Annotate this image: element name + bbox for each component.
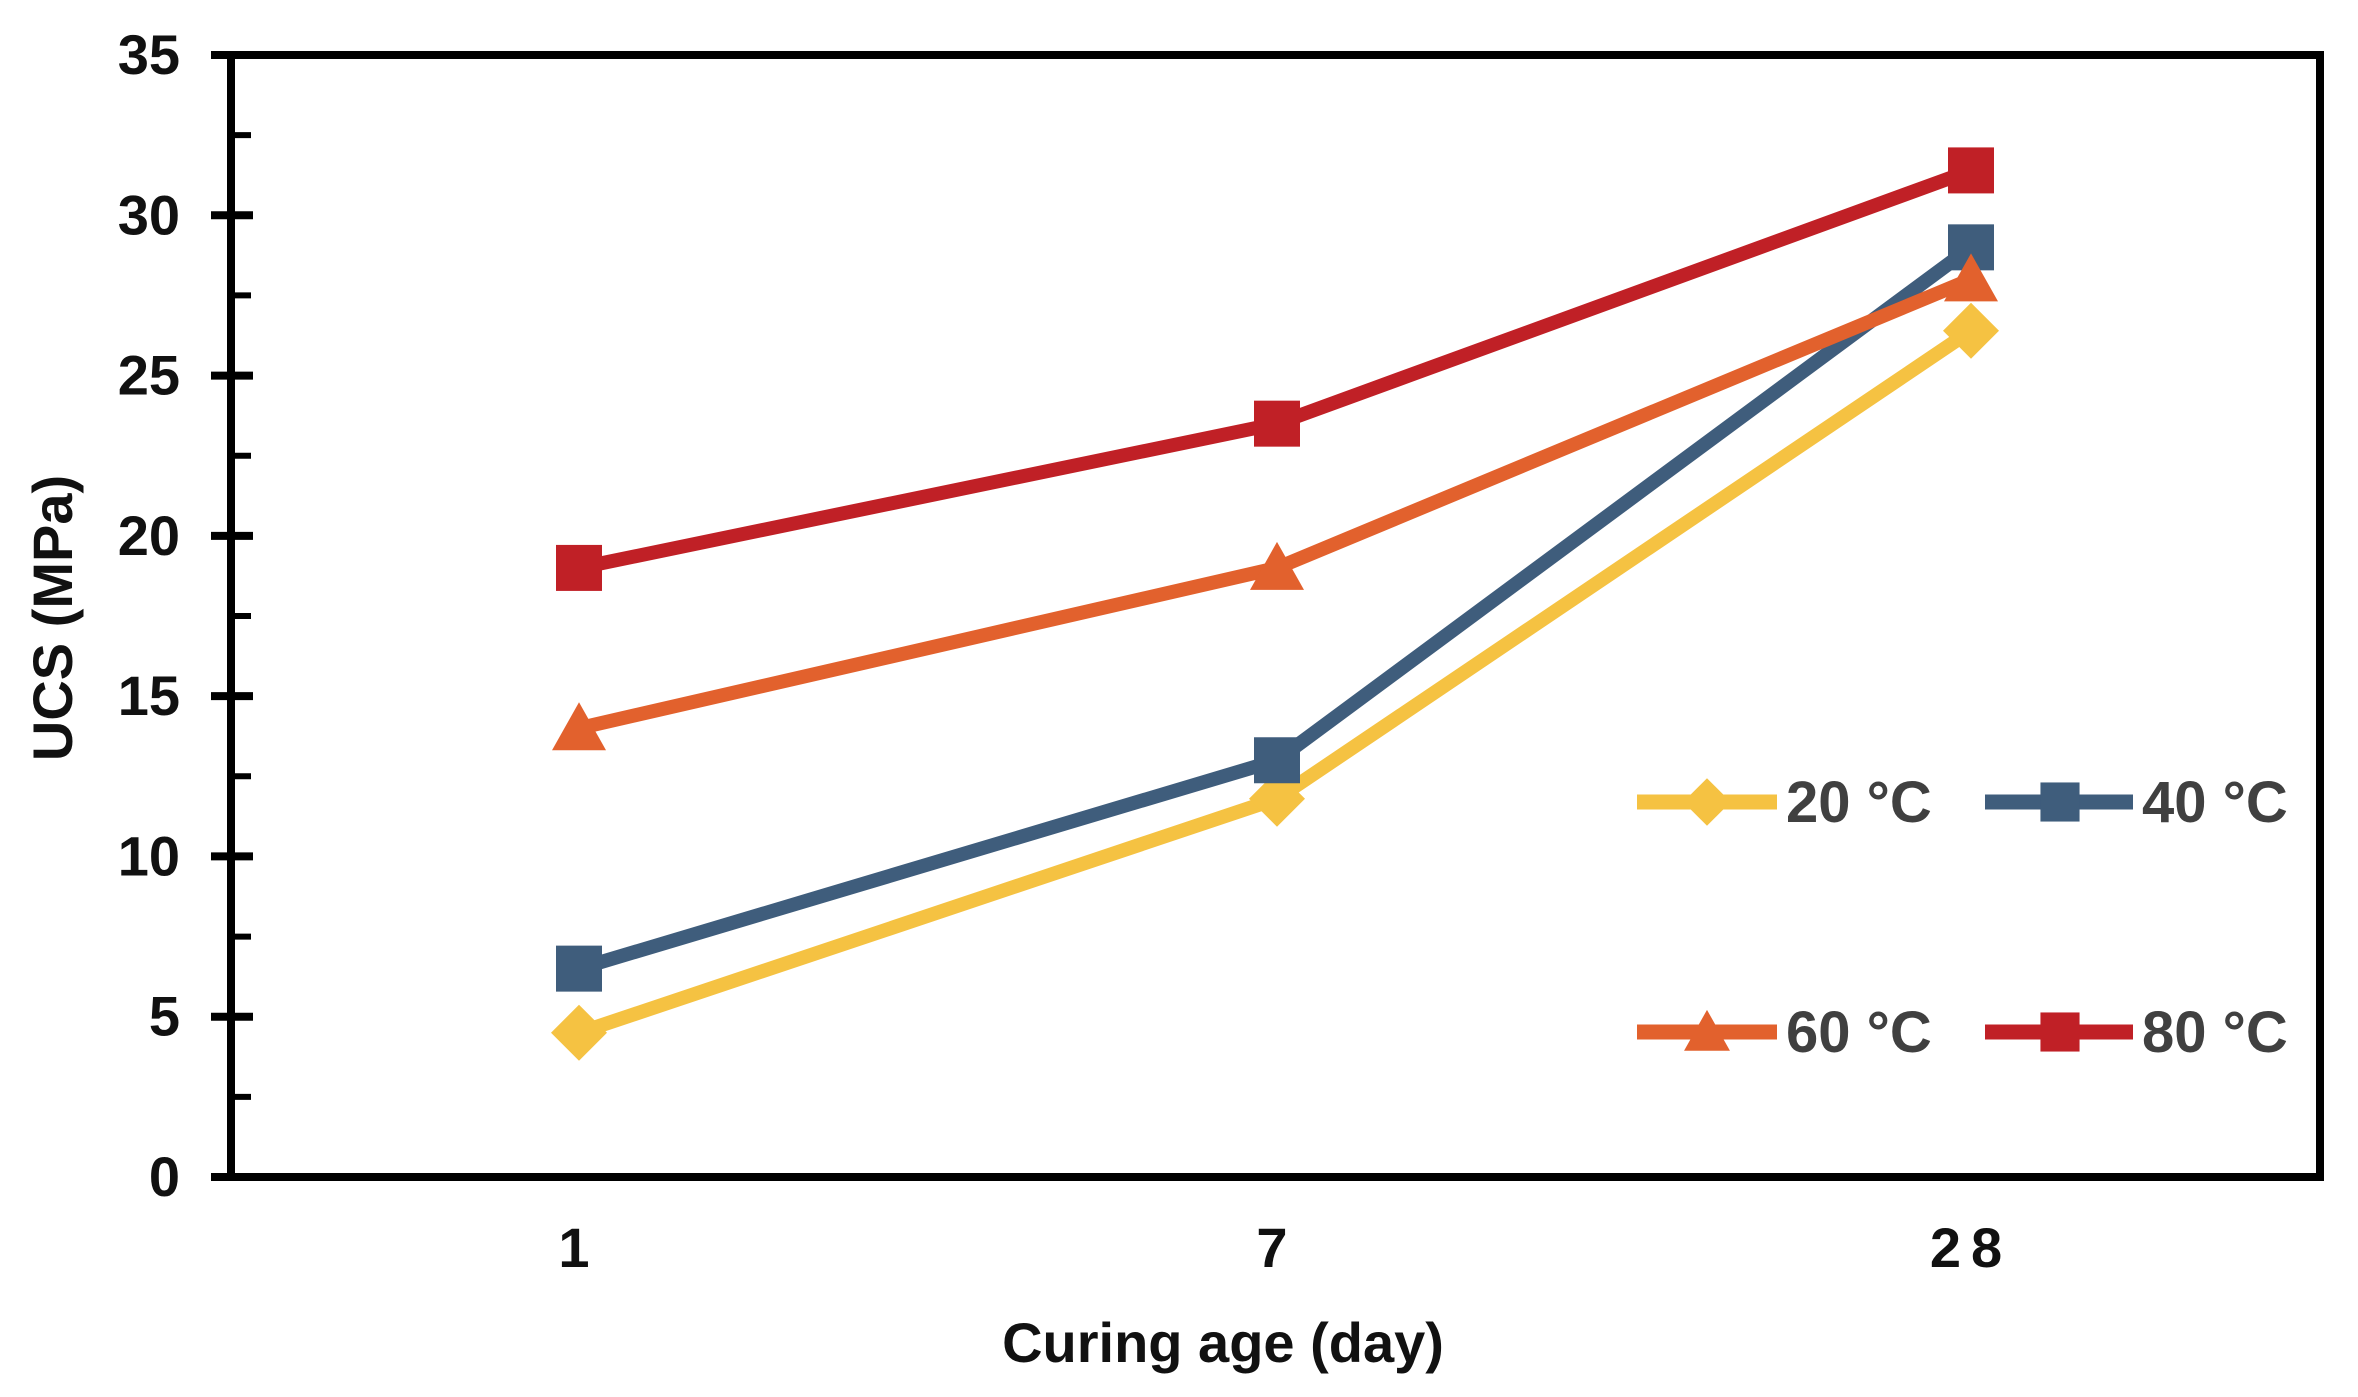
- legend-label: 60 °C: [1786, 1000, 1932, 1065]
- y-axis-tick-label: 25: [118, 344, 180, 407]
- series-marker-square: [1254, 400, 1300, 447]
- y-axis-tick-label: 20: [118, 504, 180, 567]
- legend-marker-triangle: [1684, 1009, 1730, 1051]
- series-marker-diamond: [1943, 302, 1999, 359]
- plot-border: [227, 51, 2324, 1181]
- series-marker-triangle: [1250, 541, 1304, 590]
- x-axis-tick-label: 28: [1930, 1216, 2012, 1279]
- x-axis-title: Curing age (day): [1002, 1311, 1444, 1374]
- y-axis-title: UCS (MPa): [21, 475, 84, 761]
- y-axis-tick-label: 30: [118, 183, 180, 246]
- series-marker-triangle: [1944, 253, 1998, 302]
- series-marker-diamond: [551, 1004, 607, 1061]
- legend: 20 °C 40 °C 60 °C 80 °C: [1637, 770, 2288, 1065]
- legend-marker-diamond: [1683, 778, 1731, 826]
- axes-layer: 0 5 10 15 20 25 30 35 1 7 28: [118, 23, 2324, 1279]
- legend-marker-square: [2040, 782, 2080, 822]
- x-axis-tick-label: 1: [558, 1216, 599, 1279]
- legend-entry-80c: 80 °C: [1985, 1000, 2288, 1065]
- series-marker-square: [1948, 147, 1994, 194]
- legend-marker-square: [2040, 1012, 2080, 1052]
- y-axis-tick-label: 5: [149, 985, 180, 1048]
- series-layer: [551, 147, 1999, 1061]
- legend-entry-40c: 40 °C: [1985, 770, 2288, 835]
- series-marker-square: [556, 945, 602, 992]
- series-line-40c: [576, 241, 1976, 976]
- legend-label: 80 °C: [2142, 1000, 2288, 1065]
- y-axis-tick-label: 0: [149, 1145, 180, 1208]
- series-marker-diamond: [1249, 770, 1305, 827]
- y-axis-tick-label: 15: [118, 664, 180, 727]
- series-marker-square: [556, 544, 602, 591]
- y-axis-tick-label: 10: [118, 824, 180, 887]
- series-marker-square: [1254, 737, 1300, 784]
- series-line-60c: [577, 272, 1974, 736]
- legend-entry-20c: 20 °C: [1637, 770, 1932, 835]
- legend-label: 20 °C: [1786, 770, 1932, 835]
- legend-label: 40 °C: [2142, 770, 2288, 835]
- x-axis-tick-label: 7: [1256, 1216, 1297, 1279]
- y-axis-tick-label: 35: [118, 23, 180, 86]
- legend-entry-60c: 60 °C: [1637, 1000, 1932, 1065]
- series-marker-triangle: [552, 702, 606, 751]
